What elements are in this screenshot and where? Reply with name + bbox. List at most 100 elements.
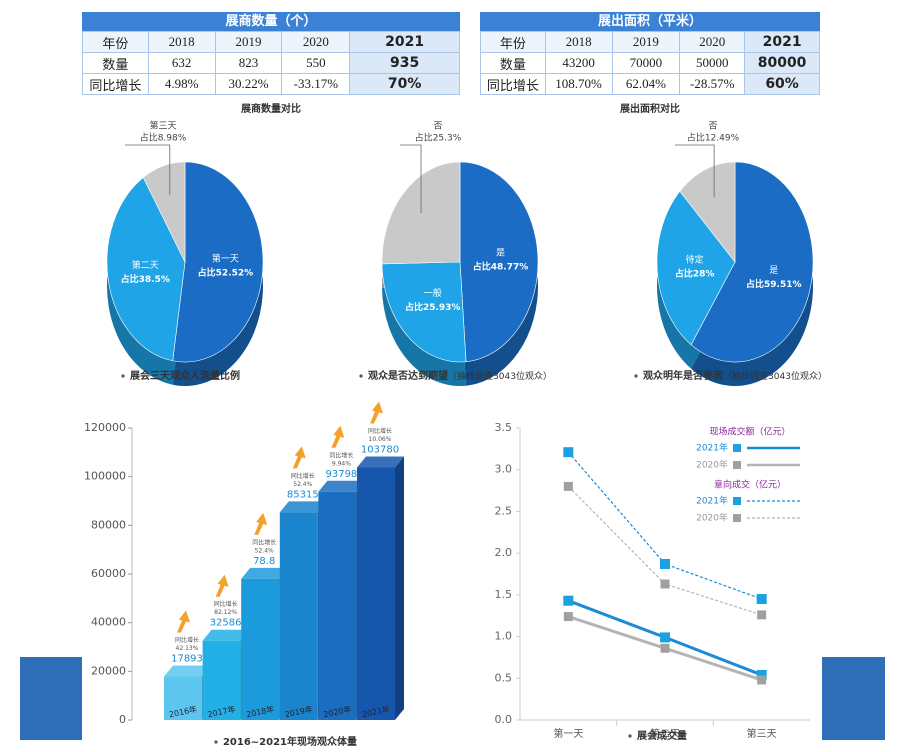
table-cell: 2020 (679, 31, 746, 53)
total-label: 32586 (210, 618, 242, 629)
table-cell: 4.98% (147, 73, 216, 95)
y-tick-label: 3.5 (495, 421, 513, 434)
slice-value: 占比25.93% (405, 301, 461, 313)
slice-label: 第三天 (149, 120, 176, 132)
table-caption: 展出面积对比 (620, 104, 680, 115)
table-cell: 80000 (744, 52, 820, 74)
point-marker (660, 558, 670, 569)
caption-title: 观众是否达到期望 (368, 369, 448, 382)
bar-top (202, 629, 250, 641)
legend-swatch (733, 461, 741, 469)
point-marker (660, 632, 670, 643)
y-tick-label: 100000 (84, 470, 126, 483)
caption-bullet (634, 374, 638, 378)
table-cell: 632 (147, 52, 216, 74)
table-cell: -28.57% (679, 73, 746, 95)
point-marker (660, 579, 670, 589)
bar-top (241, 567, 289, 579)
point-marker (660, 643, 670, 653)
y-tick-label: 20000 (91, 664, 126, 677)
slice-label: 是 (769, 265, 778, 276)
pie-slice (690, 161, 814, 363)
table-title: 展商数量（个） (82, 12, 460, 31)
bar-top (318, 480, 366, 492)
point-marker (757, 610, 767, 620)
table-cell: 2019 (611, 31, 681, 53)
legend-group-title: 意向成交（亿元） (714, 479, 786, 491)
point-marker (756, 669, 767, 680)
pie-slice (656, 190, 736, 346)
growth-label: 10.06% (369, 436, 392, 443)
growth-arrow (254, 512, 268, 535)
table-cell: -33.17% (281, 73, 351, 95)
y-tick-label: 0.0 (495, 713, 513, 726)
table-row: 年份 2018 2019 2020 2021 (82, 31, 460, 53)
growth-title: 同比增长 (368, 427, 392, 435)
x-tick-label: 第二天 (650, 727, 680, 740)
slice-label: 第一天 (212, 253, 239, 265)
slice-value: 占比28% (675, 267, 715, 279)
table-title: 展出面积（平米） (480, 12, 820, 31)
table-cell: 同比增长 (82, 73, 149, 95)
table-cell: 70% (349, 73, 460, 95)
table-cell: 70000 (611, 52, 681, 74)
table: 年份 2018 2019 2020 2021 数量 632 823 550 935 同比增长 4.98… (82, 31, 460, 95)
table-cell: 935 (349, 52, 460, 74)
table-cell: 年份 (480, 31, 546, 53)
slice-label: 是 (496, 247, 505, 258)
bar (202, 640, 241, 720)
total-label: 93798 (325, 469, 357, 480)
slice-value: 占比8.98% (140, 132, 187, 144)
bar-side (395, 456, 404, 720)
slice-label: 第二天 (132, 259, 159, 271)
table-cell: 823 (214, 52, 283, 74)
caption-title: 展会成交量 (637, 729, 687, 742)
bar (164, 676, 202, 720)
table-row: 数量 632 823 550 935 (82, 52, 460, 74)
table-cell: 数量 (82, 52, 149, 74)
point-marker (757, 675, 767, 685)
caption-title: 展会三天观众人流量比例 (130, 369, 240, 382)
y-tick-label: 0.5 (495, 671, 513, 684)
x-tick-label: 第一天 (553, 727, 583, 740)
table-cell: 2020 (281, 31, 351, 53)
legend-swatch (733, 514, 741, 522)
table-cell: 2019 (214, 31, 283, 53)
total-label: 17893 (171, 653, 203, 664)
point-marker (563, 595, 574, 606)
growth-title: 同比增长 (329, 451, 353, 459)
y-tick-label: 3.0 (495, 463, 513, 476)
caption-subtitle: （抽样调查3043位观众） (448, 370, 552, 382)
y-tick-label: 1.5 (495, 588, 513, 601)
table-cell: 43200 (544, 52, 613, 74)
total-label: 78.8 (253, 556, 275, 567)
table-cell: 2018 (544, 31, 613, 53)
slice-label: 否 (433, 121, 442, 132)
leader-line (125, 144, 171, 195)
pie-slice (459, 161, 539, 363)
table-row: 同比增长 108.70% 62.04% -28.57% 60% (480, 73, 820, 95)
slice-label: 待定 (686, 253, 704, 265)
growth-arrow (370, 401, 383, 424)
pie-slice (172, 161, 264, 363)
legend-group-title: 现场成交额（亿元） (709, 426, 790, 438)
legend-label: 2021年 (696, 442, 728, 454)
legend-swatch (733, 497, 741, 505)
y-tick-label: 40000 (91, 616, 126, 629)
caption-bullet (214, 740, 218, 744)
table-cell: 同比增长 (480, 73, 546, 95)
pie-slice (679, 161, 736, 263)
legend-label: 2020年 (696, 459, 728, 471)
pie-slice (142, 161, 186, 263)
total-label: 103780 (361, 444, 399, 455)
slice-value: 占比48.77% (473, 260, 529, 272)
table-cell: 2021 (744, 31, 820, 53)
table-row: 数量 43200 70000 50000 80000 (480, 52, 820, 74)
y-tick-label: 60000 (91, 567, 126, 580)
table-cell: 108.70% (544, 73, 613, 95)
chart-caption: 2016~2021年现场观众体量 (223, 735, 357, 748)
caption-subtitle: （抽样调查3043位观众） (723, 370, 827, 382)
chart-caption: 展会三天观众人流量比例 (130, 369, 240, 382)
growth-label: 82.12% (214, 609, 237, 616)
